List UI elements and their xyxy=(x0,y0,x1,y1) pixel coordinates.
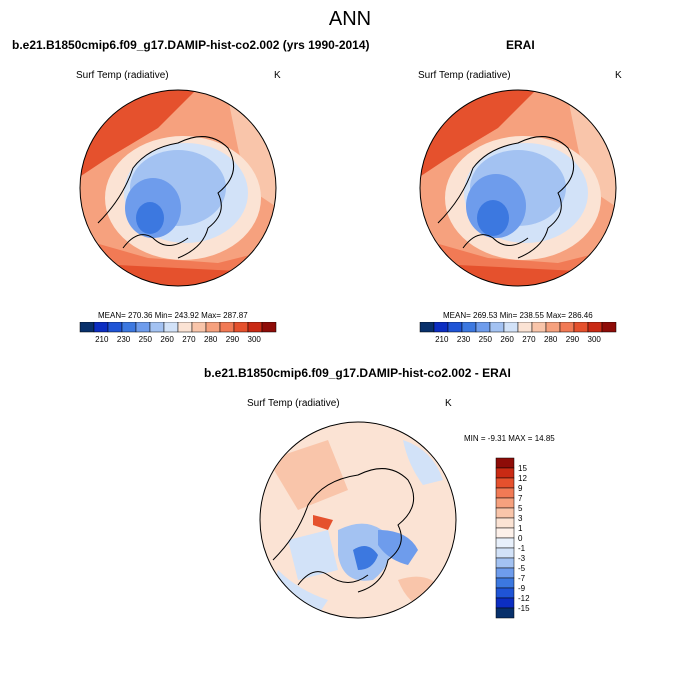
panel-3-stats: MIN = -9.31 MAX = 14.85 xyxy=(464,434,555,443)
panel-2-colorbar-swatch xyxy=(489,322,505,333)
panel-3-colorbar-tick-label: 3 xyxy=(518,514,523,523)
panel-1-colorbar-swatch xyxy=(247,322,263,333)
panel-3-colorbar-swatch xyxy=(495,487,515,499)
panel-2-colorbar-tick-label: 290 xyxy=(566,335,580,344)
panel-3-colorbar-tick-label: -1 xyxy=(518,544,526,553)
panel-3-colorbar-tick-label: -12 xyxy=(518,594,530,603)
panel-1-colorbar-swatch xyxy=(205,322,221,333)
panel-1-colorbar-swatch xyxy=(191,322,207,333)
figure-title: ANN xyxy=(328,8,372,30)
panel-3-polar-map xyxy=(259,421,457,619)
panel-3-colorbar-swatch xyxy=(495,507,515,519)
panel-3-colorbar-swatch xyxy=(495,477,515,489)
panel-3-colorbar-swatch xyxy=(495,537,515,549)
panel-2-colorbar-swatch xyxy=(601,322,617,333)
panel-2-colorbar-swatch xyxy=(447,322,463,333)
panel-2-colorbar-tick-label: 270 xyxy=(522,335,536,344)
panel-3-colorbar-tick-label: -15 xyxy=(518,604,530,613)
panel-3-colorbar-tick-label: 7 xyxy=(518,494,523,503)
panel-3-colorbar-swatch xyxy=(495,557,515,569)
panel-2-colorbar-swatch xyxy=(531,322,547,333)
panel-2-colorbar-swatch xyxy=(573,322,589,333)
panel-3-colorbar-swatch xyxy=(495,577,515,589)
panel-3-title: b.e21.B1850cmip6.f09_g17.DAMIP-hist-co2.… xyxy=(204,366,511,380)
panel-3-colorbar-swatch xyxy=(495,497,515,509)
panel-2-variable-label: Surf Temp (radiative) xyxy=(418,70,511,81)
panel-2-stats: MEAN= 269.53 Min= 238.55 Max= 286.46 xyxy=(443,311,593,320)
panel-2-colorbar-tick-label: 260 xyxy=(500,335,514,344)
panel-2-colorbar-tick-label: 210 xyxy=(435,335,449,344)
panel-3-colorbar-swatch xyxy=(495,547,515,559)
panel-1-colorbar-swatch xyxy=(163,322,179,333)
panel-1-colorbar-tick-label: 280 xyxy=(204,335,218,344)
panel-2-colorbar-swatch xyxy=(545,322,561,333)
panel-2-colorbar-swatch xyxy=(461,322,477,333)
panel-3-colorbar-tick-label: 15 xyxy=(518,464,527,473)
panel-3-colorbar-tick-label: -9 xyxy=(518,584,526,593)
panel-3-colorbar-tick-label: 9 xyxy=(518,484,523,493)
panel-2-colorbar-swatch xyxy=(503,322,519,333)
panel-3-colorbar-swatch xyxy=(495,587,515,599)
panel-1-colorbar-swatch xyxy=(261,322,277,333)
panel-1-colorbar-swatch xyxy=(177,322,193,333)
panel-3-variable-label: Surf Temp (radiative) xyxy=(247,398,340,409)
panel-2-colorbar-tick-label: 300 xyxy=(588,335,602,344)
panel-1-colorbar: 210 230 250 260 270 280 290 300 xyxy=(79,322,277,344)
panel-3-colorbar-tick-label: -5 xyxy=(518,564,526,573)
panel-3-colorbar-swatch xyxy=(495,517,515,529)
panel-2-colorbar-swatch xyxy=(559,322,575,333)
panel-1-colorbar-swatch xyxy=(233,322,249,333)
panel-3-colorbar-tick-label: 1 xyxy=(518,524,523,533)
panel-2-colorbar-swatch xyxy=(475,322,491,333)
panel-1-colorbar-swatch xyxy=(93,322,109,333)
panel-2-colorbar-swatch xyxy=(433,322,449,333)
panel-2-colorbar-swatch xyxy=(517,322,533,333)
panel-1-colorbar-swatch xyxy=(219,322,235,333)
panel-1-colorbar-swatch xyxy=(121,322,137,333)
panel-3-units-label: K xyxy=(445,398,452,409)
panel-3-colorbar-tick-label: 5 xyxy=(518,504,523,513)
panel-1-colorbar-swatch xyxy=(149,322,165,333)
panel-2-colorbar-tick-label: 250 xyxy=(479,335,493,344)
panel-3-colorbar-swatch xyxy=(495,597,515,609)
panel-1-colorbar-tick-label: 290 xyxy=(226,335,240,344)
panel-3-colorbar-swatch xyxy=(495,567,515,579)
panel-2-colorbar-swatch xyxy=(587,322,603,333)
panel-3-colorbar-tick-label: -3 xyxy=(518,554,526,563)
panel-1-colorbar-tick-label: 250 xyxy=(139,335,153,344)
panel-2-units-label: K xyxy=(615,70,622,81)
panel-3-colorbar-tick-label: -7 xyxy=(518,574,526,583)
panel-1-units-label: K xyxy=(274,70,281,81)
panel-1-colorbar-swatch xyxy=(107,322,123,333)
panel-1-colorbar-tick-label: 230 xyxy=(117,335,131,344)
panel-2-title: ERAI xyxy=(506,38,535,52)
panel-3-colorbar-swatch xyxy=(495,607,515,619)
panel-1-colorbar-tick-label: 260 xyxy=(160,335,174,344)
panel-3-colorbar-swatch xyxy=(495,527,515,539)
panel-3-colorbar-swatch xyxy=(495,467,515,479)
panel-1-title: b.e21.B1850cmip6.f09_g17.DAMIP-hist-co2.… xyxy=(12,38,370,52)
panel-1-variable-label: Surf Temp (radiative) xyxy=(76,70,169,81)
panel-1-polar-map xyxy=(79,89,277,287)
panel-1-colorbar-tick-label: 270 xyxy=(182,335,196,344)
panel-3-colorbar-tick-label: 12 xyxy=(518,474,527,483)
panel-1-colorbar-tick-label: 210 xyxy=(95,335,109,344)
panel-1-stats: MEAN= 270.36 Min= 243.92 Max= 287.87 xyxy=(98,311,248,320)
panel-3-colorbar-tick-label: 0 xyxy=(518,534,523,543)
panel-3-colorbar-swatch xyxy=(495,457,515,469)
panel-2-colorbar-tick-label: 280 xyxy=(544,335,558,344)
panel-1-colorbar-tick-label: 300 xyxy=(248,335,262,344)
panel-1-colorbar-swatch xyxy=(135,322,151,333)
panel-2-colorbar-swatch xyxy=(419,322,435,333)
panel-2-colorbar: 210 230 250 260 270 280 290 300 xyxy=(419,322,617,344)
panel-2-polar-map xyxy=(419,89,617,287)
panel-2-colorbar-tick-label: 230 xyxy=(457,335,471,344)
panel-1-colorbar-swatch xyxy=(79,322,95,333)
